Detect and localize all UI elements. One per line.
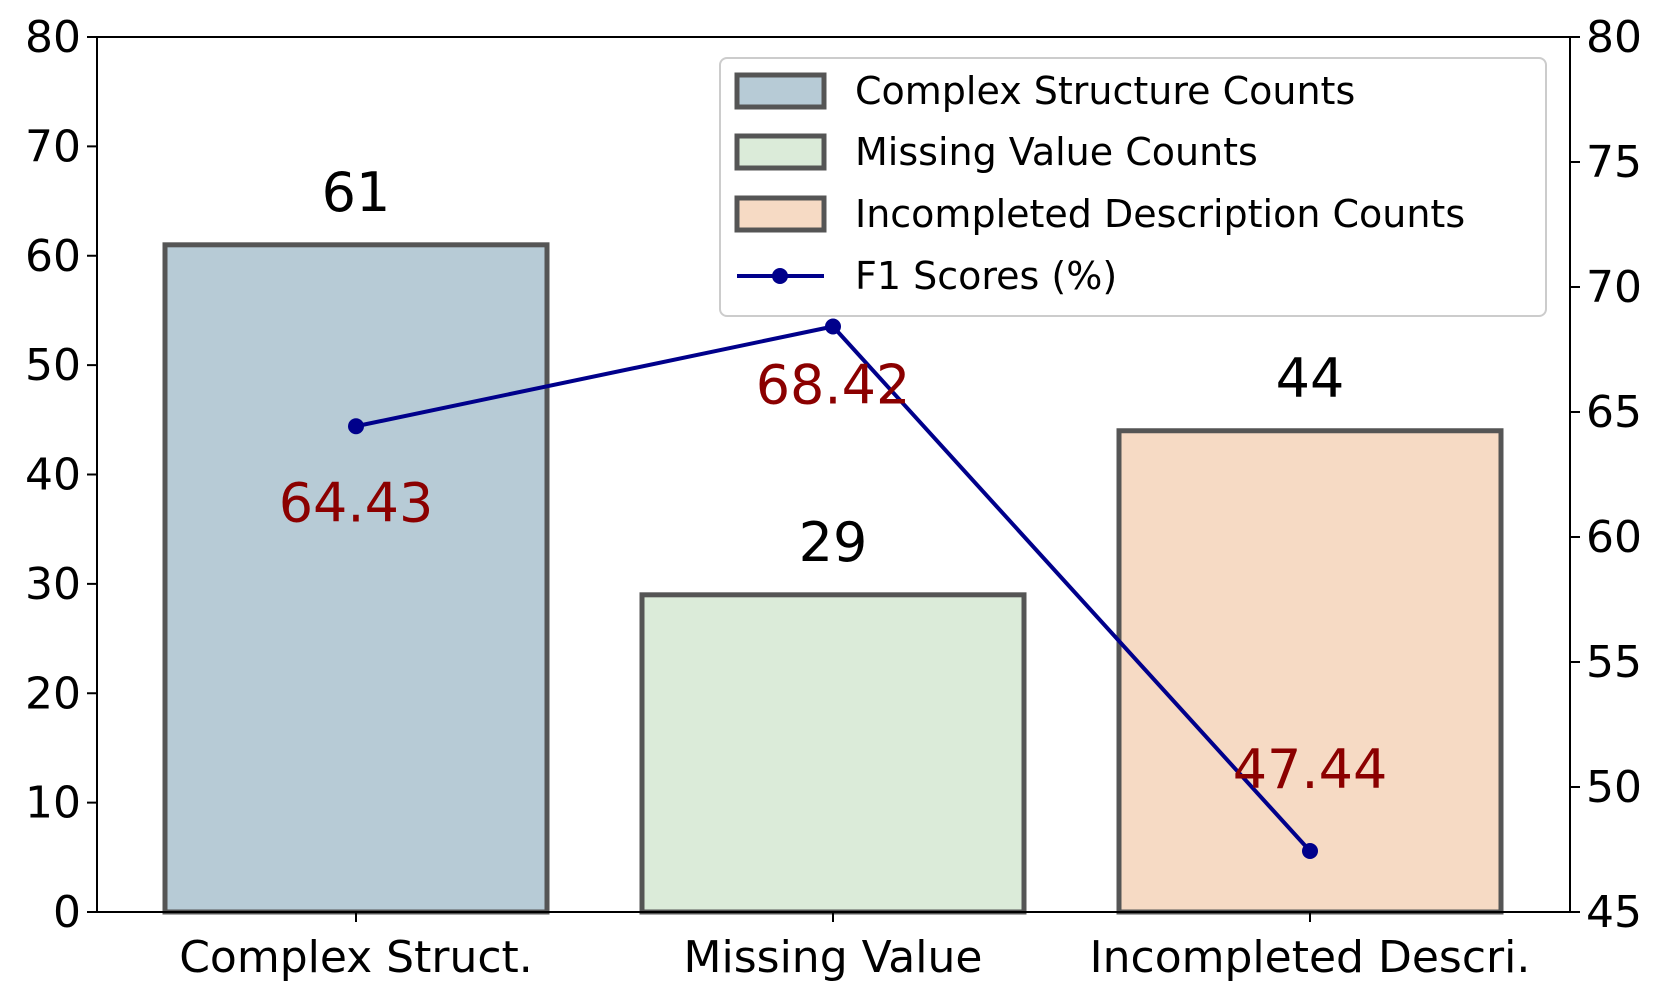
legend-label-4: F1 Scores (%) bbox=[855, 254, 1117, 298]
bar-value-label-2: 29 bbox=[799, 511, 868, 574]
data-labels-layer: 61 29 44 64.43 68.42 47.44 bbox=[279, 161, 1388, 801]
f1-point-1 bbox=[348, 418, 364, 435]
left-tick-label-60: 60 bbox=[25, 231, 81, 282]
left-tick-label-10: 10 bbox=[25, 778, 81, 829]
left-tick-label-70: 70 bbox=[25, 121, 81, 172]
left-tick-label-50: 50 bbox=[25, 340, 81, 391]
right-tick-label-55: 55 bbox=[1586, 637, 1642, 688]
left-tick-label-80: 80 bbox=[25, 12, 81, 63]
f1-point-2 bbox=[825, 318, 841, 335]
f1-value-label-1: 64.43 bbox=[279, 471, 434, 534]
legend-label-2: Missing Value Counts bbox=[855, 130, 1258, 174]
f1-value-label-2: 68.42 bbox=[756, 354, 911, 417]
right-tick-label-65: 65 bbox=[1586, 387, 1642, 438]
right-tick-label-60: 60 bbox=[1586, 512, 1642, 563]
right-tick-label-75: 75 bbox=[1586, 137, 1642, 188]
x-category-label-1: Complex Struct. bbox=[179, 932, 533, 983]
legend-swatch-2 bbox=[734, 133, 827, 171]
legend: Complex Structure Counts Missing Value Co… bbox=[719, 57, 1547, 317]
f1-line-layer bbox=[348, 318, 1318, 859]
left-tick-label-20: 20 bbox=[25, 668, 81, 719]
x-category-label-3: Incompleted Descri. bbox=[1090, 932, 1531, 983]
legend-label-1: Complex Structure Counts bbox=[855, 69, 1355, 113]
legend-swatch-3 bbox=[734, 195, 827, 233]
bar-1 bbox=[162, 242, 550, 915]
right-tick-label-45: 45 bbox=[1586, 887, 1642, 938]
left-tick-label-30: 30 bbox=[25, 559, 81, 610]
bars-layer bbox=[162, 242, 1504, 915]
legend-box bbox=[719, 57, 1547, 317]
left-tick-label-0: 0 bbox=[53, 887, 81, 938]
x-category-label-2: Missing Value bbox=[684, 932, 983, 983]
left-tick-label-40: 40 bbox=[25, 450, 81, 501]
right-tick-label-80: 80 bbox=[1586, 12, 1642, 63]
legend-swatch-1 bbox=[734, 72, 827, 110]
axes-layer: 0 10 20 30 40 50 60 70 80 45 50 55 60 65 70 75 80 Complex… bbox=[25, 12, 1642, 983]
bar-value-label-1: 61 bbox=[322, 161, 391, 224]
bar-3 bbox=[1116, 428, 1504, 915]
legend-label-3: Incompleted Description Counts bbox=[855, 192, 1465, 236]
right-tick-label-70: 70 bbox=[1586, 262, 1642, 313]
f1-value-label-3: 47.44 bbox=[1233, 738, 1388, 801]
bar-value-label-3: 44 bbox=[1276, 347, 1345, 410]
bar-2 bbox=[639, 592, 1027, 915]
f1-point-3 bbox=[1302, 843, 1318, 859]
right-tick-label-50: 50 bbox=[1586, 762, 1642, 813]
legend-line-marker bbox=[772, 268, 788, 284]
